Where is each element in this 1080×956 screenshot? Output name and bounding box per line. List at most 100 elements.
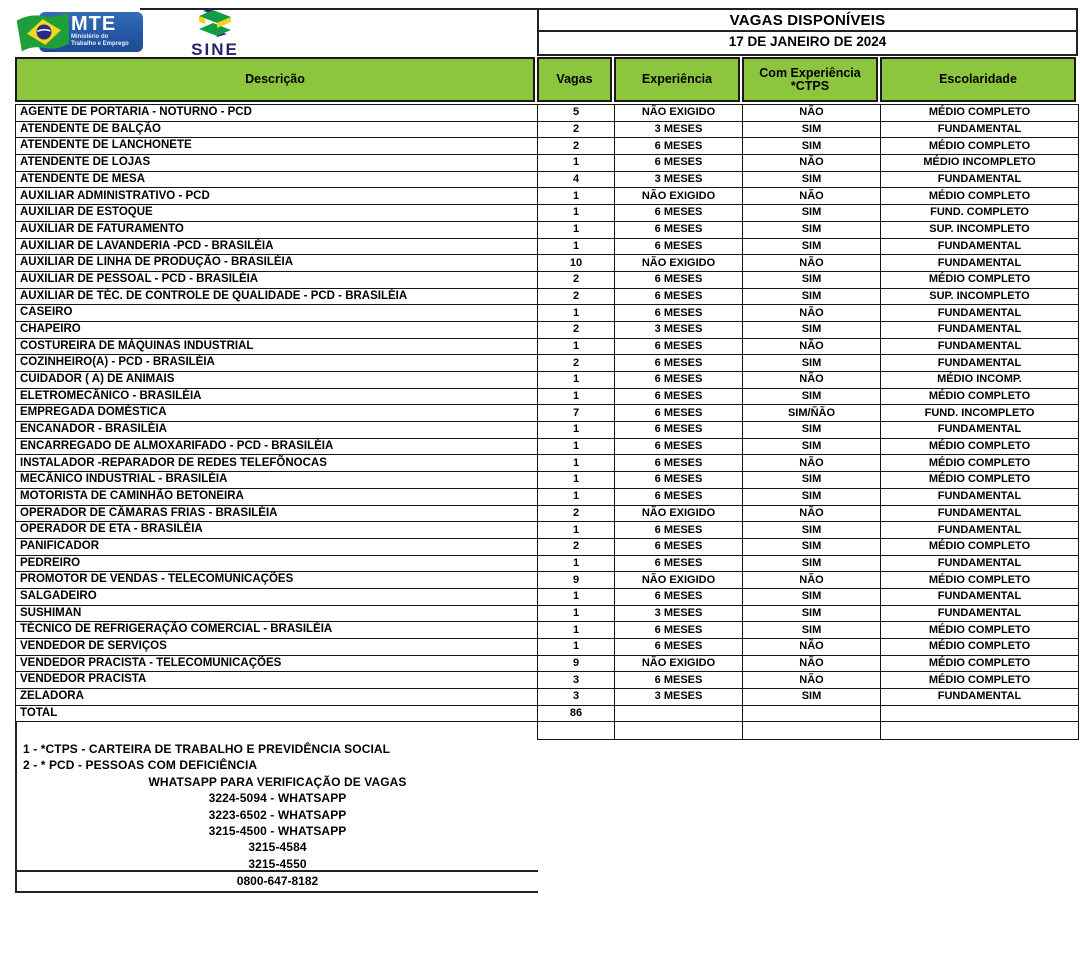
cell-value: SIM (742, 170, 881, 189)
cell-value: FUNDAMENTAL (880, 554, 1079, 573)
cell-value: SIM (742, 554, 881, 573)
cell-value: 2 (537, 287, 615, 306)
cell-value: 9 (537, 571, 615, 589)
cell-value: 1 (537, 304, 615, 322)
cell-descricao: CHAPEIRO (15, 320, 538, 339)
sine-logo-title: SINE (191, 40, 239, 59)
table-row: AUXILIAR DE LAVANDERIA -PCD - BRASILÉIA 1… (15, 237, 1079, 256)
cell-value: 6 MESES (614, 270, 743, 289)
mte-logo: MTE Ministério do Trabalho e Emprego (15, 9, 147, 55)
cell-value: MÉDIO COMPLETO (880, 638, 1079, 656)
cell-value: 2 (537, 537, 615, 556)
phone-number: 3223-6502 - WHATSAPP (208, 807, 347, 822)
table-row: VENDEDOR PRACISTA - TELECOMUNICAÇÕES 9 NÃO… (15, 654, 1079, 673)
cell-value: SIM (742, 437, 881, 456)
cell-value: 3 MESES (614, 120, 743, 139)
cell-value: 1 (537, 638, 615, 656)
cell-value: MÉDIO COMPLETO (880, 471, 1079, 489)
cell-value: 1 (537, 471, 615, 489)
cell-value: SIM/ÑÃO (742, 404, 881, 423)
table-row: AUXILIAR DE FATURAMENTO 1 6 MESES SIM SUP. I… (15, 220, 1079, 239)
cell-descricao: AUXILIAR DE LINHA DE PRODUÇÃO - BRASILÉI… (15, 254, 538, 272)
cell-value: SUP. INCOMPLETO (880, 220, 1079, 239)
cell-value: SIM (742, 137, 881, 156)
table-row: CHAPEIRO 2 3 MESES SIM FUNDAMENTAL (15, 320, 1079, 339)
cell-value: SIM (742, 387, 881, 406)
cell-descricao: VENDEDOR DE SERVIÇOS (15, 638, 538, 656)
cell-value: SIM (742, 320, 881, 339)
cell-value: NÃO EXIGIDO (614, 654, 743, 673)
cell-descricao: AUXILIAR DE ESTOQUE (15, 204, 538, 222)
cell-value: 6 MESES (614, 537, 743, 556)
sine-flag-icon (199, 8, 231, 37)
cell-value: FUNDAMENTAL (880, 487, 1079, 506)
table-row: OPERADOR DE ETA - BRASILÉIA 1 6 MESES SIM FU… (15, 521, 1079, 539)
cell-descricao: CASEIRO (15, 304, 538, 322)
column-header-escolaridade: Escolaridade (880, 57, 1076, 102)
cell-value: SIM (742, 204, 881, 222)
cell-value: SIM (742, 120, 881, 139)
cell-descricao: PEDREIRO (15, 554, 538, 573)
page-title: VAGAS DISPONÍVEIS (539, 10, 1076, 32)
whatsapp-title: WHATSAPP PARA VERIFICAÇÃO DE VAGAS (148, 774, 407, 789)
table-row: VENDEDOR PRACISTA 3 6 MESES NÃO MÉDIO COMPLE… (15, 671, 1079, 690)
cell-value: SUP. INCOMPLETO (880, 287, 1079, 306)
cell-value: 1 (537, 187, 615, 206)
cell-value: FUNDAMENTAL (880, 337, 1079, 356)
cell-value: FUNDAMENTAL (880, 604, 1079, 623)
cell-value: 6 MESES (614, 404, 743, 423)
vacancies-table: AGENTE DE PORTARIA - NOTURNO - PCD 5 NÃO E… (15, 104, 1079, 741)
table-row: ENCANADOR - BRASILÉIA 1 6 MESES SIM FUNDAMEN… (15, 421, 1079, 439)
cell-descricao: SALGADEIRO (15, 587, 538, 606)
cell-value (742, 704, 881, 723)
cell-descricao: ENCANADOR - BRASILÉIA (15, 421, 538, 439)
cell-value: 1 (537, 204, 615, 222)
cell-value: 6 MESES (614, 471, 743, 489)
cell-value: 6 MESES (614, 554, 743, 573)
cell-value: 2 (537, 120, 615, 139)
spacer-cell (742, 721, 881, 741)
cell-descricao: OPERADOR DE ETA - BRASILÉIA (15, 521, 538, 539)
column-header-experiencia: Experiência (614, 57, 740, 102)
cell-value: SIM (742, 354, 881, 372)
cell-value: MÉDIO COMPLETO (880, 270, 1079, 289)
footer-notes-box: 1 - *CTPS - CARTEIRA DE TRABALHO E PREVI… (15, 722, 538, 893)
cell-value: NÃO EXIGIDO (614, 571, 743, 589)
cell-value: 2 (537, 270, 615, 289)
cell-value: 7 (537, 404, 615, 423)
cell-value: 9 (537, 654, 615, 673)
note-pcd: 2 - * PCD - PESSOAS COM DEFICIÊNCIA (23, 758, 258, 773)
table-row: TÉCNICO DE REFRIGERAÇÃO COMERCIAL - BRAS… (15, 621, 1079, 639)
cell-value: NÃO (742, 371, 881, 389)
cell-value: NÃO (742, 654, 881, 673)
table-row: INSTALADOR -REPARADOR DE REDES TELEFÕNOC… (15, 454, 1079, 473)
cell-value: 6 MESES (614, 487, 743, 506)
table-row: AUXILIAR DE ESTOQUE 1 6 MESES SIM FUND. COMP… (15, 204, 1079, 222)
cell-value: SIM (742, 421, 881, 439)
cell-value: FUNDAMENTAL (880, 170, 1079, 189)
top-border-rule (140, 8, 538, 10)
cell-value: FUND. INCOMPLETO (880, 404, 1079, 423)
cell-value: 3 MESES (614, 320, 743, 339)
table-row: SUSHIMAN 1 3 MESES SIM FUNDAMENTAL (15, 604, 1079, 623)
table-row: ENCARREGADO DE ALMOXARIFADO - PCD - BRAS… (15, 437, 1079, 456)
cell-value: SIM (742, 287, 881, 306)
cell-value: FUNDAMENTAL (880, 304, 1079, 322)
cell-value: 6 MESES (614, 638, 743, 656)
table-row: AUXILIAR DE TÉC. DE CONTROLE DE QUALIDAD… (15, 287, 1079, 306)
table-row: COSTUREIRA DE MÁQUINAS INDUSTRIAL 1 6 MESE… (15, 337, 1079, 356)
cell-value: MÉDIO COMPLETO (880, 454, 1079, 473)
cell-descricao: AUXILIAR DE LAVANDERIA -PCD - BRASILÉIA (15, 237, 538, 256)
cell-value: 86 (537, 704, 615, 723)
cell-value: 6 MESES (614, 437, 743, 456)
cell-value: 6 MESES (614, 287, 743, 306)
table-row: ATENDENTE DE LANCHONETE 2 6 MESES SIM MÉDIO … (15, 137, 1079, 156)
cell-value: NÃO (742, 154, 881, 172)
cell-value: 6 MESES (614, 354, 743, 372)
cell-value: SIM (742, 521, 881, 539)
phone-number: 3215-4584 (248, 840, 307, 855)
table-row: PANIFICADOR 2 6 MESES SIM MÉDIO COMPLETO (15, 537, 1079, 556)
cell-descricao: EMPREGADA DOMÉSTICA (15, 404, 538, 423)
cell-value (880, 704, 1079, 723)
cell-descricao: PROMOTOR DE VENDAS - TELECOMUNICAÇÕES (15, 571, 538, 589)
